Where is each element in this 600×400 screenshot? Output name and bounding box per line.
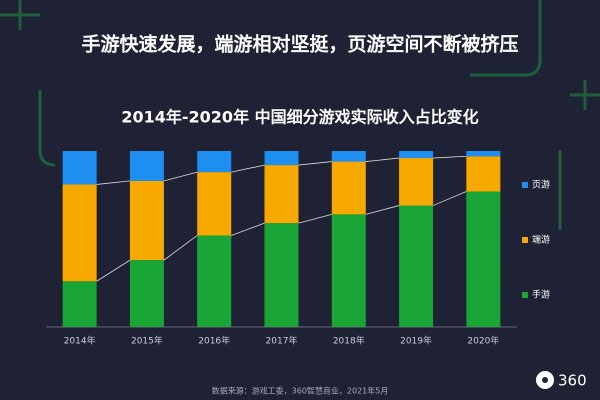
legend-label: 手游 (532, 289, 550, 301)
connector (96, 155, 467, 185)
bar-segment (331, 161, 366, 215)
bar-segment (466, 156, 501, 192)
decoration (0, 0, 600, 230)
logo-text: 360 (558, 372, 587, 390)
bar-segment (331, 151, 366, 162)
logo: 360 (536, 371, 587, 390)
x-tick-label: 2019年 (400, 335, 432, 347)
bar-segment (264, 151, 299, 166)
bar-segment (466, 151, 501, 157)
bar-segment (399, 151, 434, 159)
x-tick-label: 2017年 (266, 335, 298, 347)
source: 数据来源：游戏工委，360智慧商业，2021年5月 (212, 386, 389, 396)
bar-segment (264, 165, 299, 224)
chart-title: 2014年-2020年 中国细分游戏实际收入占比变化 (121, 108, 478, 127)
legend-label: 页游 (532, 179, 550, 191)
x-tick-label: 2014年 (64, 335, 96, 347)
bar-segment (197, 235, 232, 327)
bar-segment (399, 205, 434, 327)
bar-segment (399, 158, 434, 206)
bar-segment (197, 151, 232, 173)
x-tick-label: 2020年 (467, 335, 499, 347)
x-tick-label: 2016年 (198, 335, 230, 347)
legend-swatch (522, 182, 528, 188)
logo-icon-center (542, 377, 548, 383)
bar-segment (197, 172, 232, 236)
connector (96, 191, 467, 282)
bar-segment (62, 151, 97, 185)
bar-segment (129, 180, 164, 261)
legend-swatch (522, 292, 528, 298)
bar-segment (129, 151, 164, 181)
bar-segment (62, 184, 97, 282)
headline: 手游快速发展，端游相对坚挺，页游空间不断被挤压 (81, 33, 518, 56)
bar-segment (62, 281, 97, 327)
x-tick-label: 2015年 (131, 335, 163, 347)
bar-segment (331, 214, 366, 327)
legend-label: 端游 (532, 234, 550, 246)
bar-segment (129, 260, 164, 327)
bar-segment (264, 223, 299, 327)
x-tick-label: 2018年 (333, 335, 365, 347)
legend-swatch (522, 237, 528, 243)
bar-segment (466, 191, 501, 327)
